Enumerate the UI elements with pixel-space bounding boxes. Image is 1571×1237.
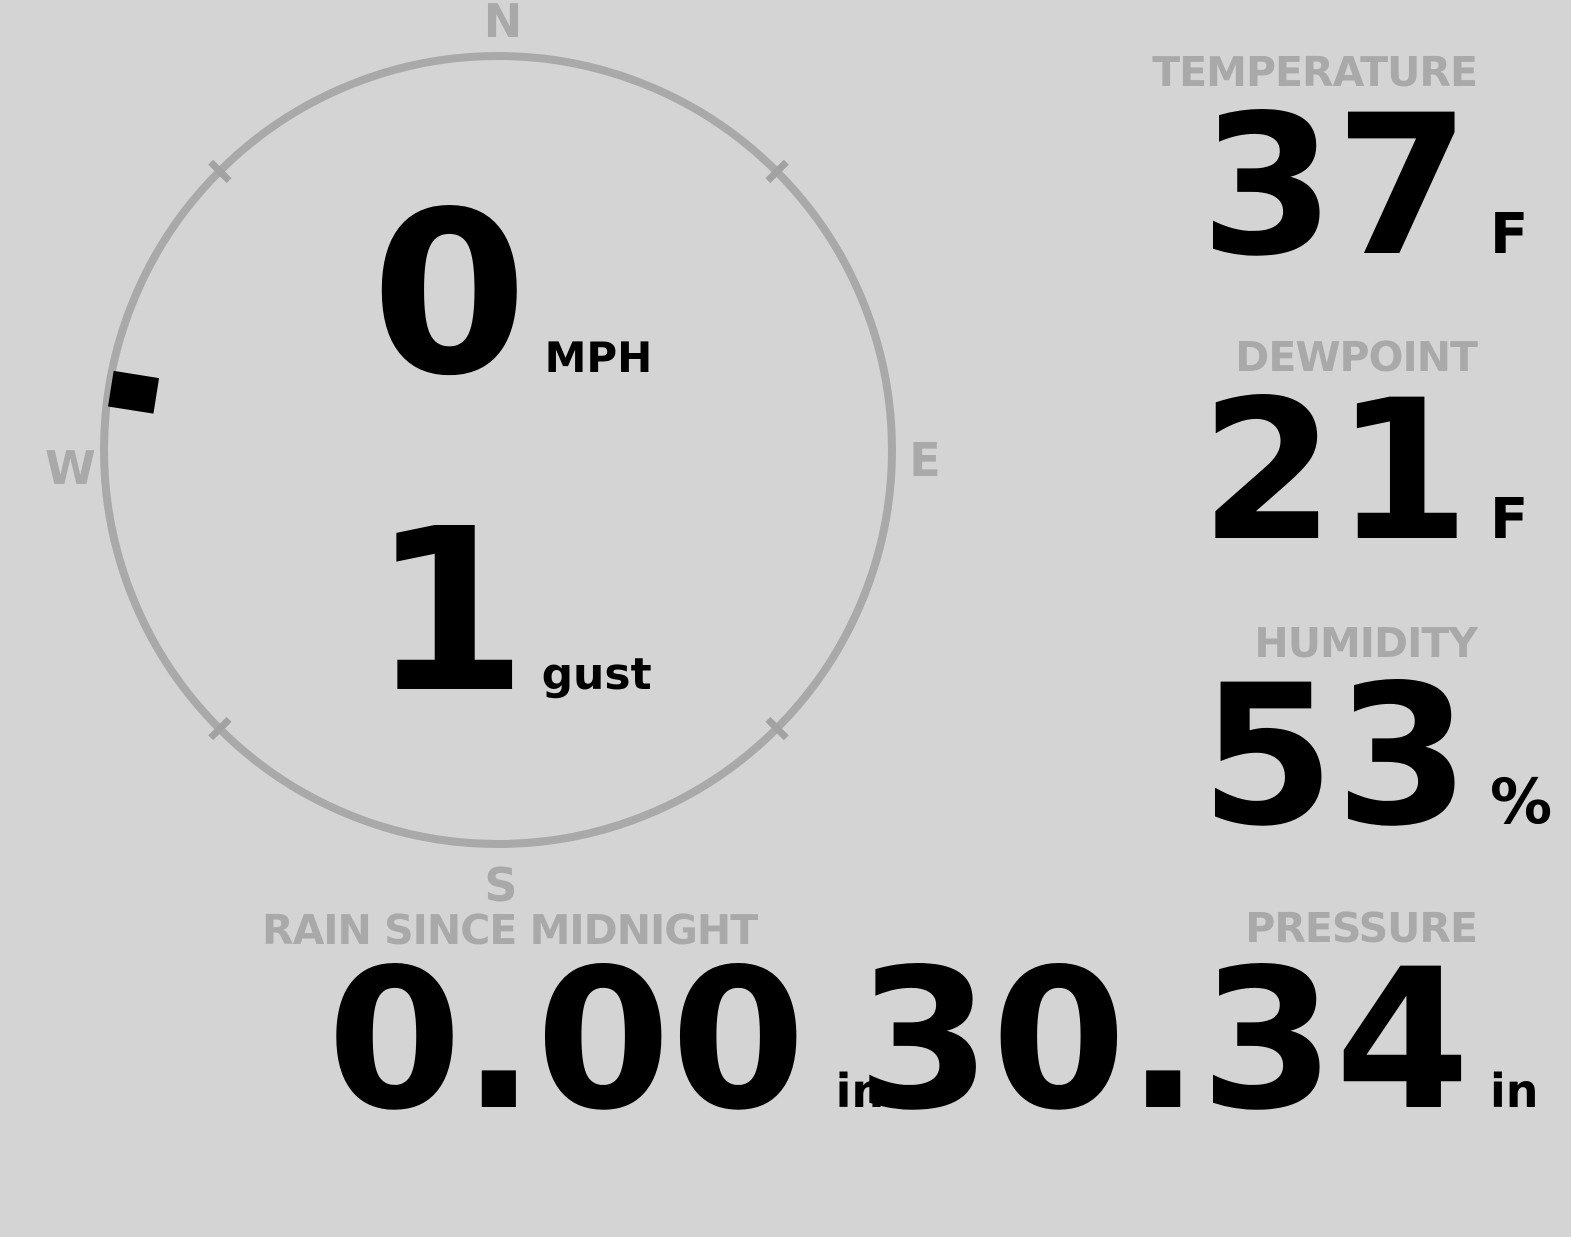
pressure-label: PRESSURE	[1245, 904, 1478, 952]
wind-gust-value: 1	[371, 481, 528, 743]
wind-direction-marker	[108, 370, 160, 414]
temperature-value: 37	[1200, 73, 1470, 299]
humidity-label: HUMIDITY	[1254, 619, 1478, 667]
dewpoint-value: 21	[1200, 358, 1470, 584]
compass-label-west: W	[45, 441, 96, 495]
wind-speed-unit: MPH	[544, 333, 653, 382]
humidity-value: 53	[1200, 643, 1470, 869]
rain-readout: 0.00 in	[327, 943, 884, 1137]
wind-gust-unit: gust	[541, 649, 652, 700]
pressure-readout: 30.34 in	[856, 943, 1550, 1137]
humidity-readout: 53 %	[1200, 643, 1553, 869]
dewpoint-readout: 21 F	[1200, 374, 1550, 568]
wind-gust-readout: 1 gust	[371, 500, 652, 725]
humidity-unit: %	[1490, 765, 1553, 838]
wind-speed-value: 0	[371, 164, 528, 426]
wind-compass-dial	[100, 52, 896, 848]
compass-label-north: N	[483, 0, 523, 48]
pressure-unit: in	[1490, 1064, 1539, 1118]
dewpoint-unit: F	[1490, 487, 1529, 552]
rain-label: RAIN SINCE MIDNIGHT	[262, 906, 758, 954]
compass-label-east: E	[909, 433, 941, 487]
pressure-value: 30.34	[856, 927, 1470, 1153]
wind-speed-readout: 0 MPH	[371, 183, 652, 408]
temperature-unit: F	[1490, 202, 1529, 267]
temperature-readout: 37 F	[1200, 89, 1550, 283]
rain-value: 0.00	[327, 927, 806, 1153]
temperature-label: TEMPERATURE	[1152, 48, 1478, 96]
compass-label-south: S	[484, 858, 518, 912]
dewpoint-label: DEWPOINT	[1235, 333, 1478, 381]
rain-unit: in	[835, 1064, 885, 1118]
